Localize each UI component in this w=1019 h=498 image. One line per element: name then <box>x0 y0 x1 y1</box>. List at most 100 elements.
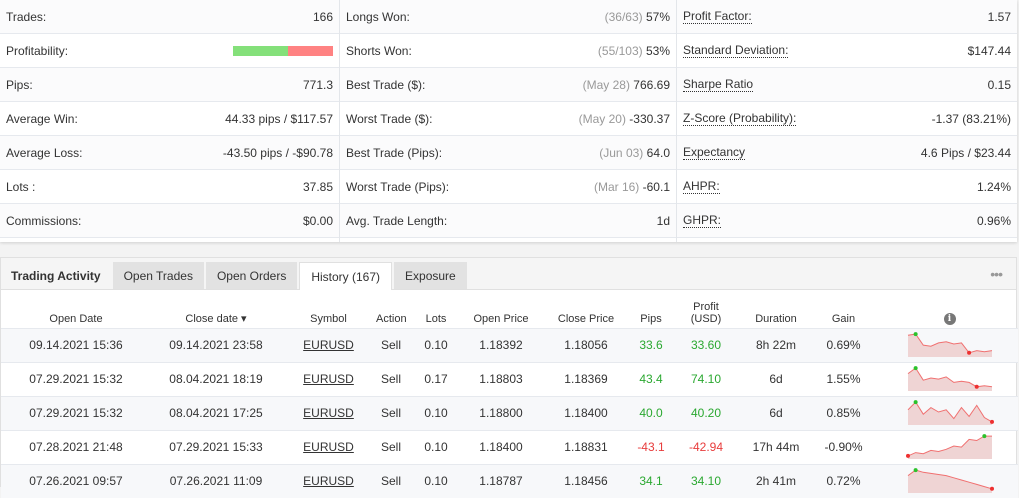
stat-value-group: 0.96% <box>977 214 1011 228</box>
table-cell: 0.69% <box>806 327 881 362</box>
stat-label: Worst Trade ($): <box>346 111 433 126</box>
sparkline-line <box>907 435 992 456</box>
tab-history[interactable]: History (167) <box>299 262 393 290</box>
sparkline-max-point <box>913 399 918 404</box>
table-cell: 33.60 <box>666 327 746 362</box>
stat-label[interactable]: Standard Deviation: <box>683 42 789 58</box>
tab-open-orders[interactable]: Open Orders <box>205 262 298 289</box>
sparkline-cell <box>881 327 1018 362</box>
table-row[interactable]: 07.28.2021 21:48 07.29.2021 15:33 EURUSD Se… <box>1 429 1018 464</box>
stat-label: Average Win: <box>6 111 78 126</box>
stat-row: Shorts Won: (55/103) 53% <box>340 34 676 68</box>
cell-value: 07.28.2021 21:48 <box>29 440 123 454</box>
table-cell: 08.04.2021 17:25 <box>151 395 281 430</box>
stat-value: -43.50 pips / -$90.78 <box>222 145 333 160</box>
symbol-link[interactable]: EURUSD <box>303 372 354 386</box>
stat-label[interactable]: Z-Score (Probability): <box>683 110 797 126</box>
info-icon[interactable]: i <box>943 312 956 325</box>
tab-exposure[interactable]: Exposure <box>394 262 467 289</box>
stat-value: 0.96% <box>976 213 1011 228</box>
sparkline-min-point <box>905 453 910 458</box>
panel-title: Trading Activity <box>11 268 101 283</box>
stat-value: 0.15 <box>987 77 1011 92</box>
table-cell: 43.4 <box>636 361 666 396</box>
stat-label[interactable]: Expectancy <box>683 144 746 160</box>
stat-value-group: 0.15 <box>988 78 1011 92</box>
table-cell: 09.14.2021 23:58 <box>151 327 281 362</box>
stat-label: Profitability: <box>6 43 69 58</box>
cell-value: 0.72% <box>826 474 861 489</box>
cell-value: 74.10 <box>690 372 722 386</box>
more-options-icon[interactable]: ••• <box>990 266 1003 282</box>
table-row[interactable]: 07.29.2021 15:32 08.04.2021 18:19 EURUSD Se… <box>1 361 1018 396</box>
stat-value: $147.44 <box>967 43 1011 58</box>
table-cell: EURUSD <box>281 361 376 396</box>
trade-sparkline <box>907 365 992 391</box>
column-header: Lots <box>425 312 447 325</box>
sparkline-max-point <box>913 365 918 370</box>
table-cell: -43.1 <box>636 429 666 464</box>
stat-value-group: 1.57 <box>988 10 1011 24</box>
column-header: Open Price <box>473 312 529 325</box>
stat-label[interactable]: AHPR: <box>683 178 720 194</box>
profitability-bar <box>233 45 333 56</box>
cell-value: 1.18787 <box>479 474 523 489</box>
stat-value: 1.57 <box>987 9 1011 24</box>
table-row[interactable]: 07.26.2021 09:57 07.26.2021 11:09 EURUSD Se… <box>1 463 1018 498</box>
sparkline-max-point <box>913 331 918 336</box>
symbol-link[interactable]: EURUSD <box>303 338 354 352</box>
table-cell: -42.94 <box>666 429 746 464</box>
cell-value: -43.1 <box>637 440 665 454</box>
table-cell: 0.10 <box>406 429 466 464</box>
stat-row: Best Trade ($): (May 28) 766.69 <box>340 68 676 102</box>
stat-label: Avg. Trade Length: <box>346 213 448 228</box>
stat-value: 1.24% <box>976 179 1011 194</box>
trade-sparkline <box>907 467 994 493</box>
symbol-link[interactable]: EURUSD <box>303 474 354 489</box>
stat-label: Best Trade (Pips): <box>346 145 443 160</box>
cell-value: 17h 44m <box>752 440 800 454</box>
table-row[interactable]: 09.14.2021 15:36 09.14.2021 23:58 EURUSD Se… <box>1 327 1018 362</box>
stat-value: 57% <box>645 9 670 24</box>
cell-value: 1.18392 <box>479 338 523 352</box>
sparkline-area <box>907 333 992 357</box>
stat-label[interactable]: GHPR: <box>683 212 722 228</box>
sparkline-min-point <box>989 419 994 424</box>
stat-value-group: -1.37 (83.21%) <box>932 112 1011 126</box>
cell-value: 0.10 <box>424 474 448 489</box>
cell-value: 34.10 <box>690 474 722 489</box>
table-cell: -0.90% <box>806 429 881 464</box>
stat-row: GHPR: 0.96% <box>677 204 1017 238</box>
cell-value: -0.90% <box>824 440 863 454</box>
sparkline-area <box>907 469 992 493</box>
cell-value: Sell <box>380 372 401 386</box>
stat-label: Longs Won: <box>346 9 410 24</box>
symbol-link[interactable]: EURUSD <box>303 406 354 420</box>
table-cell: EURUSD <box>281 463 376 498</box>
stat-value-group: (36/63) 57% <box>605 10 670 24</box>
stat-detail: (May 20) <box>578 111 626 126</box>
stat-detail: (May 28) <box>582 77 630 92</box>
table-row[interactable]: 07.29.2021 15:32 08.04.2021 17:25 EURUSD Se… <box>1 395 1018 430</box>
stat-value: 766.69 <box>633 77 670 92</box>
sparkline-cell <box>881 429 1018 464</box>
stat-label[interactable]: Profit Factor: <box>683 8 752 24</box>
statistics-panel: Trades: 166 Profitability: Pips: 771.3 Averag… <box>0 0 1017 242</box>
stat-row: Longs Won: (36/63) 57% <box>340 0 676 34</box>
stat-value: $0.00 <box>302 213 333 228</box>
tab-open-trades[interactable]: Open Trades <box>112 262 204 289</box>
table-cell: 1.18056 <box>536 327 636 362</box>
symbol-link[interactable]: EURUSD <box>303 440 354 454</box>
cell-value: 33.6 <box>639 338 663 352</box>
table-cell: Sell <box>376 327 406 362</box>
table-cell: 74.10 <box>666 361 746 396</box>
stats-column-3: Profit Factor: 1.57 Standard Deviation: $14… <box>677 0 1017 242</box>
cell-value: 1.18803 <box>479 372 523 386</box>
stats-column-1: Trades: 166 Profitability: Pips: 771.3 Averag… <box>0 0 340 242</box>
stat-label[interactable]: Sharpe Ratio <box>683 76 754 92</box>
table-cell: 07.28.2021 21:48 <box>1 429 151 464</box>
trade-sparkline <box>907 331 992 357</box>
table-cell: 0.17 <box>406 361 466 396</box>
column-header[interactable]: Close date ▾ <box>185 312 247 325</box>
table-cell: 1.18456 <box>536 463 636 498</box>
